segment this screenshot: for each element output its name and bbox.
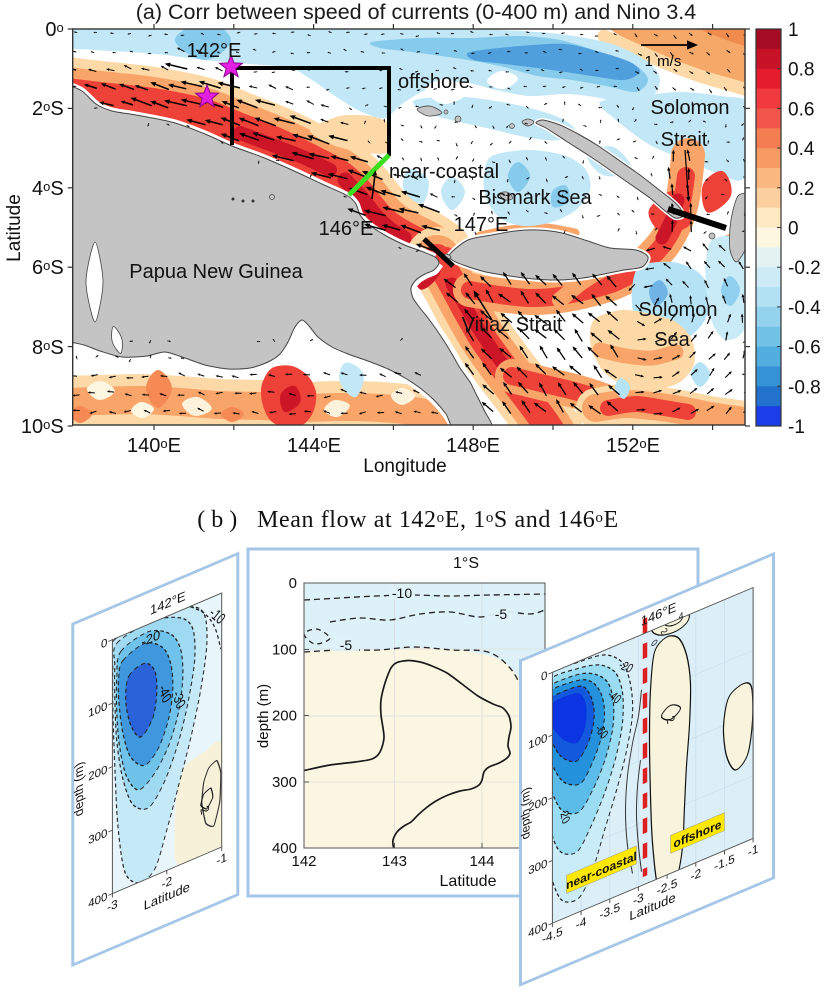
svg-text:0.4: 0.4 bbox=[788, 139, 815, 160]
svg-text:-3: -3 bbox=[107, 897, 118, 915]
svg-text:142°E: 142°E bbox=[187, 40, 242, 62]
svg-text:-1: -1 bbox=[788, 417, 805, 438]
svg-text:142: 142 bbox=[291, 853, 316, 870]
svg-text:8oS: 8oS bbox=[32, 337, 64, 359]
svg-text:-2: -2 bbox=[161, 874, 172, 892]
svg-text:10oS: 10oS bbox=[21, 416, 64, 438]
svg-text:-2: -2 bbox=[690, 866, 701, 884]
svg-text:-1: -1 bbox=[216, 850, 227, 868]
svg-text:Papua New Guinea: Papua New Guinea bbox=[129, 261, 303, 283]
svg-text:400: 400 bbox=[272, 840, 297, 857]
svg-text:-0.6: -0.6 bbox=[788, 338, 821, 359]
svg-text:2: 2 bbox=[659, 625, 671, 637]
svg-text:Solomon: Solomon bbox=[651, 97, 730, 119]
svg-text:-5: -5 bbox=[340, 637, 353, 653]
svg-text:4: 4 bbox=[679, 609, 684, 622]
svg-text:Solomon: Solomon bbox=[639, 299, 718, 321]
svg-text:Bismark Sea: Bismark Sea bbox=[478, 187, 592, 209]
svg-text:Strait: Strait bbox=[661, 129, 708, 151]
svg-text:0.8: 0.8 bbox=[788, 60, 814, 81]
svg-text:143: 143 bbox=[382, 853, 407, 870]
svg-text:148oE: 148oE bbox=[446, 435, 500, 457]
svg-text:-20: -20 bbox=[616, 659, 636, 676]
svg-text:offshore: offshore bbox=[398, 71, 470, 93]
svg-text:300: 300 bbox=[272, 774, 297, 791]
svg-text:144: 144 bbox=[469, 853, 494, 870]
svg-text:100: 100 bbox=[272, 642, 297, 659]
svg-text:1°S: 1°S bbox=[453, 555, 479, 572]
svg-text:-1: -1 bbox=[748, 842, 759, 860]
svg-text:2oS: 2oS bbox=[32, 98, 64, 120]
svg-text:147°E: 147°E bbox=[454, 214, 509, 236]
svg-text:Vitiaz Strait: Vitiaz Strait bbox=[462, 314, 563, 336]
svg-text:Latitude: Latitude bbox=[4, 194, 25, 262]
svg-text:-0.8: -0.8 bbox=[788, 377, 821, 398]
svg-text:0.6: 0.6 bbox=[788, 99, 814, 120]
svg-text:0: 0 bbox=[101, 635, 108, 651]
svg-text:1 m/s: 1 m/s bbox=[645, 53, 682, 70]
svg-text:200: 200 bbox=[272, 708, 297, 725]
svg-text:-5: -5 bbox=[495, 606, 508, 622]
svg-text:Latitude: Latitude bbox=[440, 873, 497, 890]
svg-text:6oS: 6oS bbox=[32, 257, 64, 279]
svg-text:144oE: 144oE bbox=[287, 435, 341, 457]
svg-text:152oE: 152oE bbox=[606, 435, 660, 457]
svg-text:0o: 0o bbox=[45, 19, 63, 41]
svg-text:0: 0 bbox=[289, 575, 297, 592]
svg-text:-10: -10 bbox=[392, 585, 412, 601]
svg-text:0: 0 bbox=[649, 636, 661, 648]
svg-text:0: 0 bbox=[541, 668, 548, 684]
svg-text:depth (m): depth (m) bbox=[255, 684, 272, 748]
svg-text:0: 0 bbox=[788, 219, 799, 240]
svg-text:-0.2: -0.2 bbox=[788, 258, 821, 279]
svg-text:4oS: 4oS bbox=[32, 178, 64, 200]
svg-text:-4: -4 bbox=[576, 914, 587, 932]
svg-text:Longitude: Longitude bbox=[363, 456, 446, 477]
svg-text:0.2: 0.2 bbox=[788, 179, 814, 200]
svg-text:depth (m): depth (m) bbox=[519, 785, 532, 842]
svg-text:1: 1 bbox=[788, 20, 799, 41]
svg-text:(a) Corr between speed of curr: (a) Corr between speed of currents (0-40… bbox=[136, 0, 697, 24]
svg-text:Sea: Sea bbox=[654, 329, 690, 351]
svg-text:-3: -3 bbox=[633, 890, 644, 908]
svg-text:-0.4: -0.4 bbox=[788, 298, 821, 319]
svg-text:( b ) Mean flow at 142oE, 1oS: ( b ) Mean flow at 142oE, 1oS and 146oE bbox=[197, 507, 618, 533]
svg-text:depth (m): depth (m) bbox=[71, 760, 85, 820]
svg-text:146°E: 146°E bbox=[319, 218, 374, 240]
svg-text:near-coastal: near-coastal bbox=[389, 161, 499, 183]
svg-text:140oE: 140oE bbox=[127, 435, 181, 457]
